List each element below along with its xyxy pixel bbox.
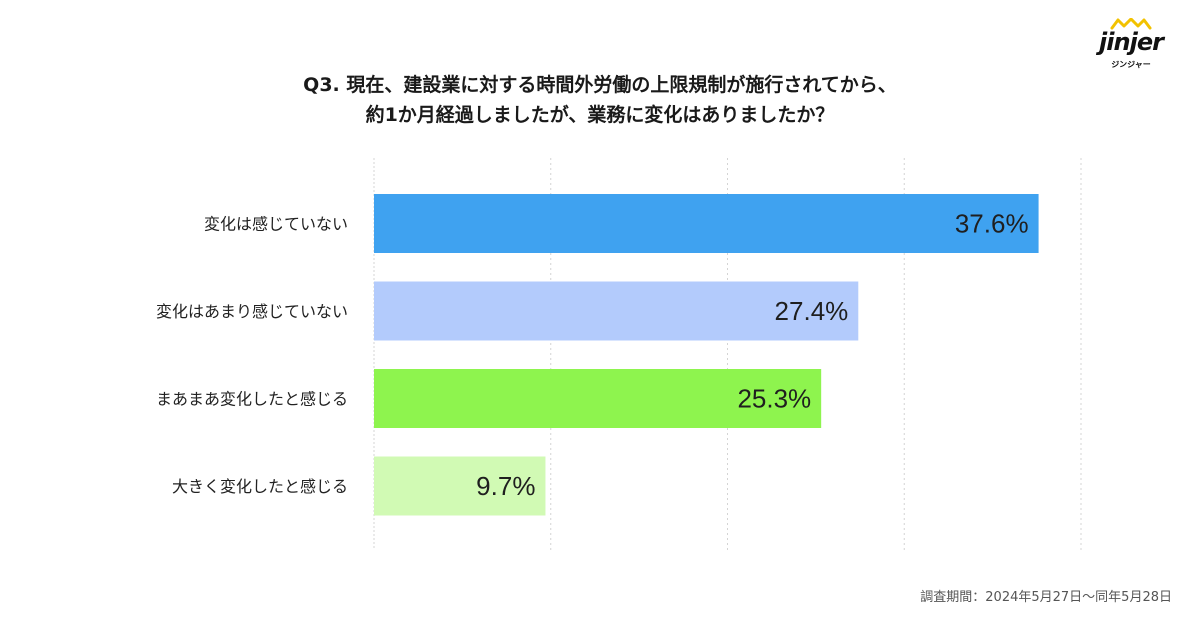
brand-sub: ジンジャー	[1111, 60, 1151, 69]
bar	[374, 369, 822, 428]
category-label: まあまあ変化したと感じる	[156, 390, 348, 409]
data-label: 25.3%	[737, 384, 811, 414]
title-line-1: Q3. 現在、建設業に対する時間外労働の上限規制が施行されてから、	[303, 74, 897, 96]
bar	[374, 456, 546, 516]
data-label: 37.6%	[955, 209, 1029, 239]
category-label: 変化は感じていない	[204, 215, 348, 234]
brand-logo: jinjer ジンジャー	[1096, 14, 1166, 70]
data-label: 27.4%	[775, 296, 849, 326]
category-label: 大きく変化したと感じる	[172, 477, 348, 496]
bar	[374, 281, 859, 341]
data-label: 9.7%	[476, 471, 535, 501]
bar	[374, 194, 1039, 253]
logo-mark-icon	[1110, 18, 1152, 30]
category-label: 変化はあまり感じていない	[156, 302, 348, 321]
chart-title: Q3. 現在、建設業に対する時間外労働の上限規制が施行されてから、 約1か月経過…	[0, 70, 1200, 130]
survey-period-note: 調査期間：2024年5月27日〜同年5月28日	[920, 590, 1172, 605]
brand-name: jinjer	[1099, 28, 1164, 56]
title-line-2: 約1か月経過しましたが、業務に変化はありましたか？	[365, 104, 835, 126]
